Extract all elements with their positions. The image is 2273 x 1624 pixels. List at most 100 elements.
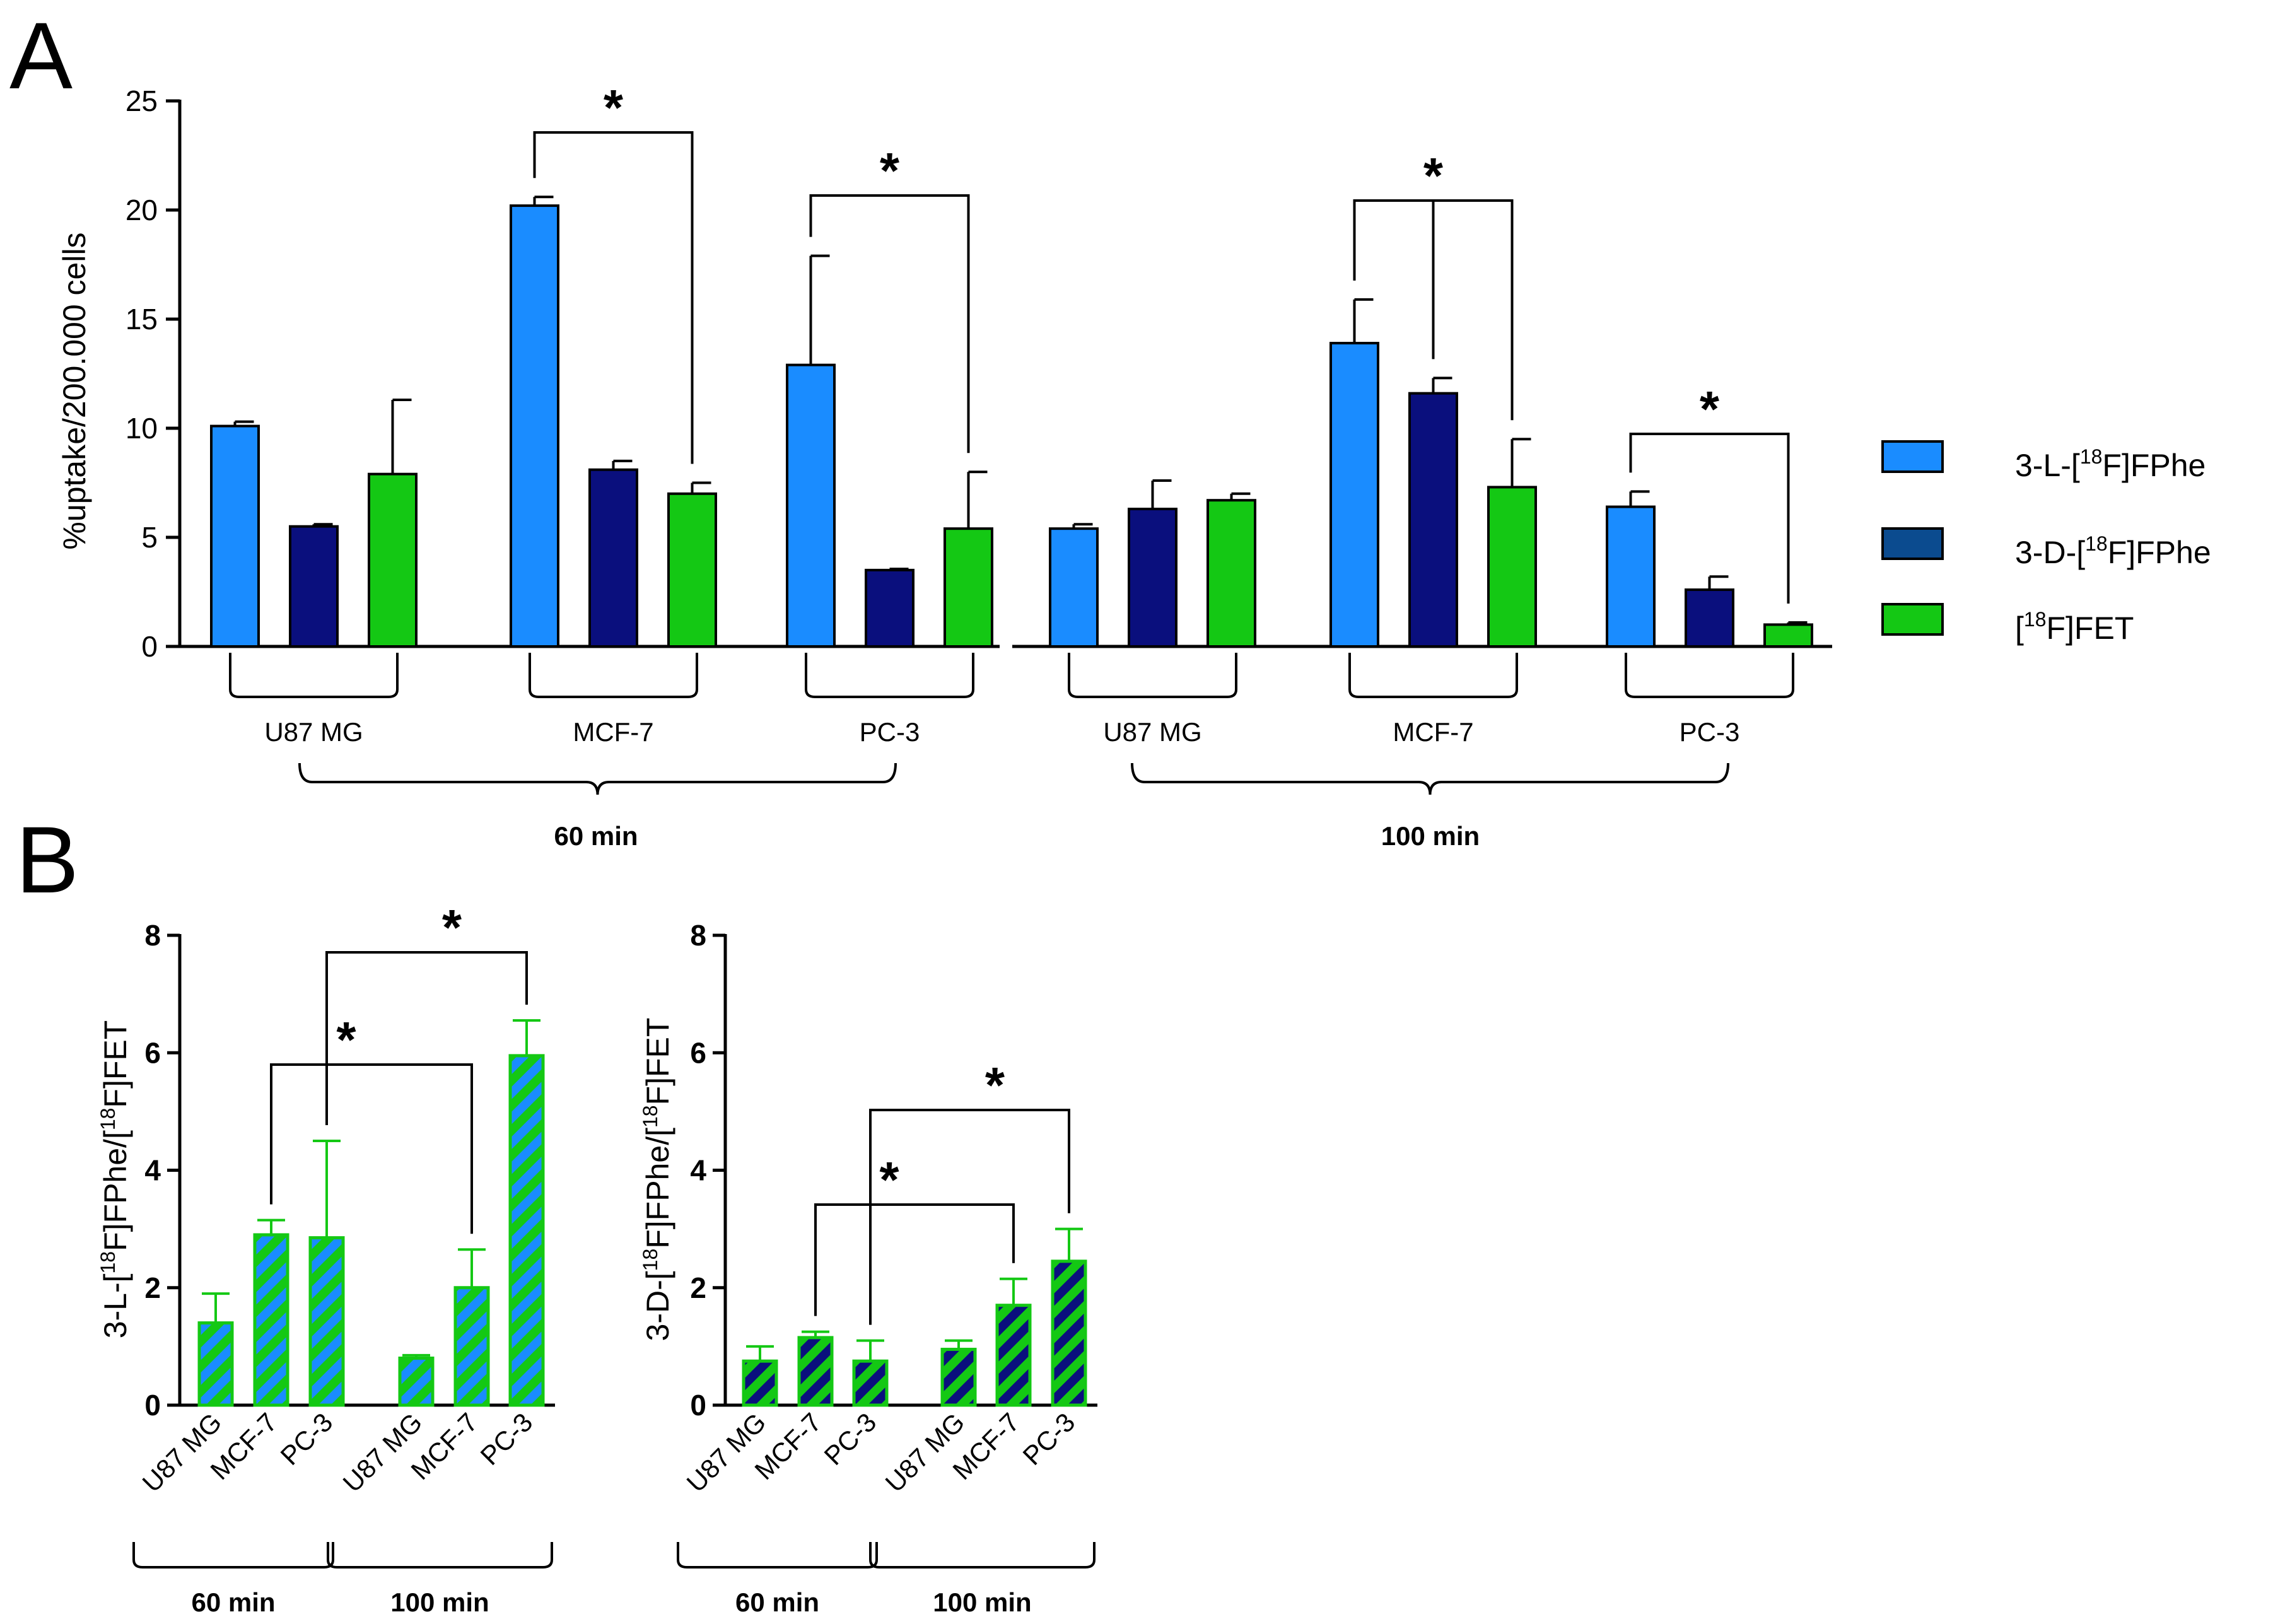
panel-b-group-bracket-100	[327, 1542, 553, 1569]
legend-label-l-fphe: 3-L-[18F]FPhe	[2015, 445, 2206, 483]
bar-lffphe-0	[210, 424, 260, 648]
panel-a-y-tick-label: 10	[126, 412, 158, 445]
bar-dffphe-3	[1128, 508, 1177, 648]
panel-b-y-tick-label: 8	[690, 919, 706, 952]
b-left-ylabel-prefix: 3-L-[	[98, 1273, 133, 1338]
panel-a-y-tick-label: 25	[126, 85, 158, 117]
panel-b-y-tick-label: 6	[690, 1036, 706, 1069]
panel-a-significance-star: *	[1423, 148, 1444, 204]
panel-b-y-tick-label: 8	[144, 919, 161, 952]
panel-b-bar-0	[197, 1321, 234, 1407]
panel-a-y-tick-label: 20	[126, 194, 158, 226]
legend-l-prefix: 3-L-[	[2015, 448, 2080, 483]
panel-a-significance-star: *	[1700, 381, 1720, 437]
legend-label-fet: [18F]FET	[2015, 608, 2134, 646]
legend-l-sup: 18	[2080, 445, 2103, 468]
panel-a-significance-bracket	[809, 194, 970, 453]
panel-b-bar-0	[742, 1359, 778, 1407]
panel-a-timepoint-brace-100	[1131, 762, 1729, 795]
panel-b-category-label: PC-3	[274, 1407, 338, 1471]
panel-a-category-label: MCF-7	[573, 717, 653, 747]
panel-b-category-label: PC-3	[1017, 1407, 1080, 1471]
panel-b-group-label-100: 100 min	[933, 1587, 1031, 1617]
panel-b-significance-star: *	[442, 899, 462, 955]
panel-b-significance-bracket	[869, 1109, 1070, 1325]
b-left-ylabel-mid: F]FPhe/[	[98, 1130, 133, 1251]
b-right-ylabel-sup1: 18	[639, 1249, 662, 1271]
legend-d-suffix: F]FPhe	[2108, 535, 2211, 570]
b-right-ylabel-suffix: F]FET	[640, 1018, 675, 1106]
panel-b-bar-5	[508, 1054, 545, 1407]
panel-b-group-bracket-60	[132, 1542, 334, 1569]
panel-b-y-tick-label: 6	[144, 1036, 161, 1069]
panel-b-category-label: U87 MG	[880, 1407, 971, 1498]
panel-a-label: A	[9, 3, 73, 108]
bar-lffphe-2	[786, 363, 836, 648]
bar-ffet-3	[1207, 499, 1256, 648]
panel-a-significance-star: *	[880, 143, 900, 199]
panel-a-chart: 0 5 10 15 20 25 U87 MG MCF-7 PC-3 U87 MG MCF-7 PC-3…	[126, 79, 1832, 851]
bar-dffphe-0	[289, 525, 339, 648]
panel-b-group-label-60: 60 min	[735, 1587, 819, 1617]
b-right-ylabel-sup2: 18	[639, 1105, 662, 1128]
b-left-ylabel-sup2: 18	[96, 1108, 119, 1131]
bar-ffet-5	[1763, 623, 1813, 648]
panel-a-timepoint-brace-60	[298, 762, 897, 795]
panel-b-label: B	[16, 807, 79, 913]
panel-b-right-y-axis-title: 3-D-[18F]FPhe/[18F]FET	[639, 1018, 675, 1341]
panel-a-category-bracket	[1348, 653, 1518, 698]
panel-b-significance-star: *	[336, 1012, 356, 1068]
bar-lffphe-1	[510, 204, 559, 648]
panel-a-category-bracket	[529, 653, 698, 698]
panel-b-y-tick-label: 2	[144, 1271, 161, 1304]
panel-b-bar-3	[398, 1357, 435, 1407]
panel-b-group-bracket-100	[869, 1542, 1096, 1569]
panel-b-category-label: PC-3	[818, 1407, 882, 1471]
legend-d-sup: 18	[2085, 532, 2108, 555]
panel-a-category-label: MCF-7	[1393, 717, 1473, 747]
bar-ffet-1	[667, 492, 717, 648]
panel-a-category-bracket	[1625, 653, 1794, 698]
legend-swatch-d-fphe	[1881, 527, 1944, 560]
panel-b-significance-bracket	[325, 951, 528, 1125]
legend-swatch-l-fphe	[1881, 440, 1944, 473]
panel-a-category-bracket	[1068, 653, 1237, 698]
panel-b-bar-5	[1051, 1259, 1087, 1407]
panel-b-bar-3	[940, 1348, 977, 1407]
panel-a-category-bracket	[805, 653, 974, 698]
panel-b-category-label: U87 MG	[337, 1407, 428, 1498]
panel-b-y-tick-label: 4	[690, 1154, 706, 1187]
panel-a-category-label: PC-3	[1680, 717, 1740, 747]
panel-a-category-label: PC-3	[860, 717, 920, 747]
bar-dffphe-4	[1408, 392, 1458, 648]
panel-b-bar-4	[453, 1286, 490, 1407]
panel-b-bar-2	[308, 1236, 345, 1407]
panel-b-group-label-100: 100 min	[390, 1587, 489, 1617]
legend-fet-sup: 18	[2024, 608, 2047, 631]
bar-ffet-2	[944, 527, 993, 648]
panel-b-significance-bracket	[814, 1203, 1015, 1316]
panel-a-category-label: U87 MG	[264, 717, 363, 747]
legend-swatch-fet	[1881, 603, 1944, 636]
panel-b-y-tick-label: 0	[144, 1389, 161, 1422]
bar-dffphe-2	[865, 568, 914, 648]
legend-l-suffix: F]FPhe	[2102, 448, 2206, 483]
panel-a-significance-star: *	[604, 79, 624, 136]
panel-a-timepoint-label-60: 60 min	[554, 821, 638, 851]
bar-ffet-4	[1487, 486, 1537, 648]
b-right-ylabel-prefix: 3-D-[	[640, 1271, 675, 1341]
b-left-ylabel-suffix: F]FET	[98, 1020, 133, 1108]
panel-a-y-tick-label: 15	[126, 303, 158, 336]
panel-b-bar-1	[797, 1336, 834, 1407]
panel-a-significance-bracket	[533, 131, 694, 464]
panel-b-bar-1	[253, 1233, 289, 1407]
bar-dffphe-5	[1685, 588, 1734, 648]
legend-fet-prefix: [	[2015, 610, 2024, 646]
legend-fet-suffix: F]FET	[2047, 610, 2134, 646]
panel-a-category-label: U87 MG	[1103, 717, 1201, 747]
panel-a-y-tick-label: 5	[141, 521, 158, 554]
panel-b-significance-star: *	[985, 1057, 1005, 1113]
